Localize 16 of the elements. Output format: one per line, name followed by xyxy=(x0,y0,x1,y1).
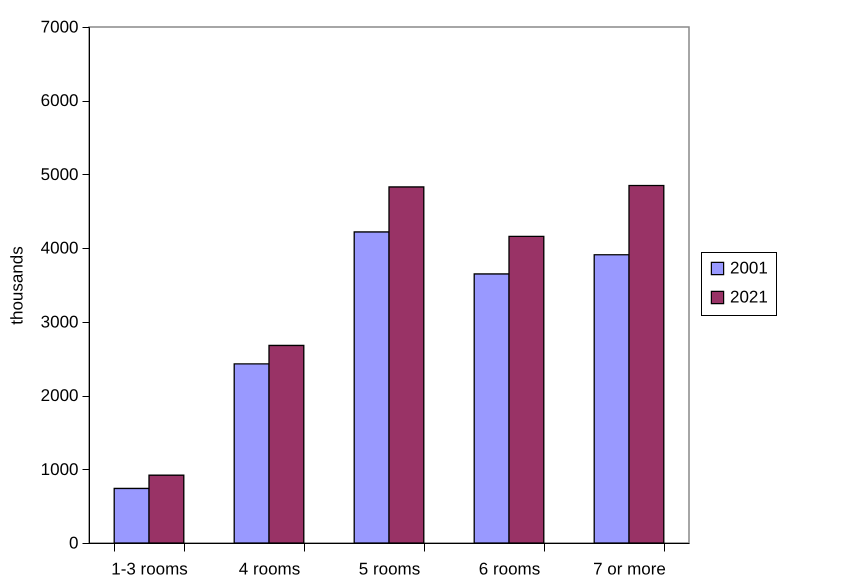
y-tick-label: 4000 xyxy=(40,238,78,258)
y-tick-label: 7000 xyxy=(40,18,78,36)
y-tick-label: 5000 xyxy=(40,164,78,184)
x-tick-label: 1-3 rooms xyxy=(111,560,188,578)
x-tick-label: 5 rooms xyxy=(358,560,420,578)
legend-label: 2021 xyxy=(730,288,768,306)
y-tick-label: 1000 xyxy=(40,460,78,479)
y-tick-label: 3000 xyxy=(40,312,78,332)
y-tick-label: 6000 xyxy=(40,91,78,110)
x-tick-label: 6 rooms xyxy=(478,560,540,578)
y-axis-title: thousands xyxy=(8,246,27,325)
y-tick-label: 0 xyxy=(69,534,78,552)
x-tick-label: 4 rooms xyxy=(238,560,300,578)
x-tick-label: 7 or more xyxy=(593,560,666,578)
y-tick-label: 2000 xyxy=(40,386,78,406)
legend-label: 2001 xyxy=(730,258,768,278)
